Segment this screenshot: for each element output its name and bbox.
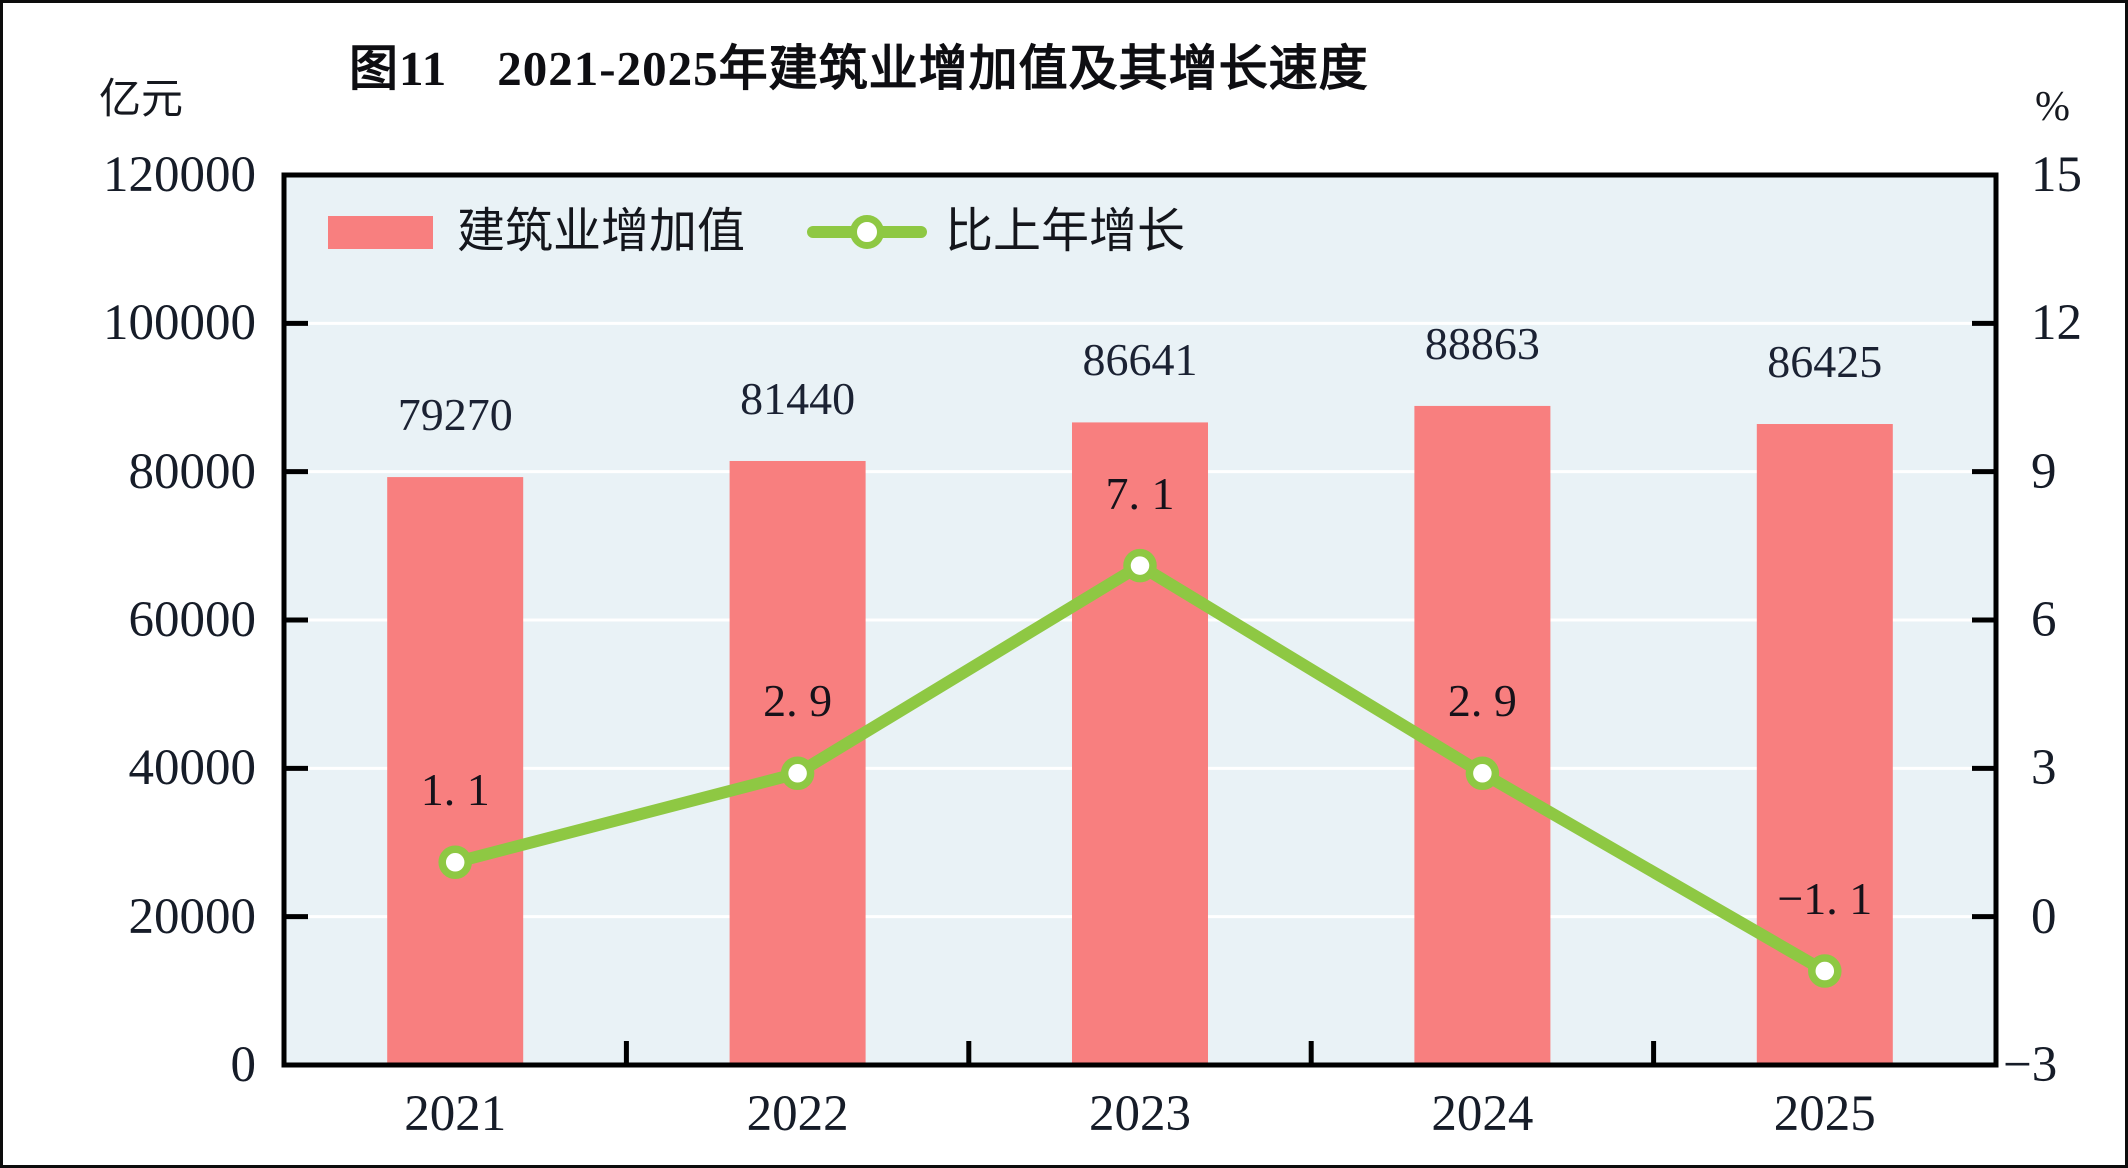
x-axis-label: 2025 xyxy=(1773,1086,1876,1142)
line-marker-2023 xyxy=(1123,548,1157,583)
right-axis-tick-label: 0 xyxy=(2031,888,2057,945)
left-axis-tick-label: 20000 xyxy=(128,888,257,945)
line-value-label: 2. 9 xyxy=(763,675,833,727)
legend-line-marker-icon xyxy=(850,215,885,249)
x-axis-label: 2024 xyxy=(1431,1086,1534,1142)
legend-bar-swatch xyxy=(328,215,433,249)
bar-value-label: 86425 xyxy=(1767,336,1883,387)
right-axis-tick-label: 9 xyxy=(2031,443,2057,500)
legend-bar-label: 建筑业增加值 xyxy=(457,205,746,258)
right-axis-tick-label: 6 xyxy=(2031,592,2057,648)
legend-line-sample xyxy=(807,215,928,249)
line-value-label: 1. 1 xyxy=(420,764,490,816)
legend: 建筑业增加值 比上年增长 xyxy=(328,206,1185,258)
line-value-label: −1. 1 xyxy=(1777,873,1873,925)
right-axis-tick-label: −3 xyxy=(2003,1037,2058,1093)
left-axis-tick-label: 100000 xyxy=(103,295,256,352)
x-axis-label: 2021 xyxy=(404,1086,507,1142)
left-axis-tick-label: 120000 xyxy=(103,147,256,203)
bar-2024 xyxy=(1414,405,1551,1065)
left-axis-tick-label: 60000 xyxy=(128,592,257,648)
right-axis-unit-label: % xyxy=(2035,84,2070,130)
line-value-label: 2. 9 xyxy=(1447,675,1517,727)
bar-2023 xyxy=(1072,422,1208,1065)
right-axis-tick-label: 12 xyxy=(2031,295,2082,352)
line-marker-2025 xyxy=(1808,954,1842,988)
bar-value-label: 79270 xyxy=(397,389,513,441)
bar-2021 xyxy=(387,477,524,1066)
line-marker-2024 xyxy=(1465,756,1500,791)
bar-value-label: 81440 xyxy=(740,372,856,424)
chart-title: 图11 2021-2025年建筑业增加值及其增长速度 xyxy=(349,41,1369,96)
line-value-label: 7. 1 xyxy=(1105,467,1175,519)
x-axis-label: 2023 xyxy=(1089,1086,1191,1142)
left-axis-tick-label: 0 xyxy=(230,1037,257,1093)
bar-value-label: 88863 xyxy=(1424,317,1540,369)
bar-value-label: 86641 xyxy=(1082,334,1198,386)
plot-border xyxy=(281,172,1999,1068)
right-axis-tick-label: 3 xyxy=(2031,740,2057,797)
x-axis-label: 2022 xyxy=(746,1086,849,1142)
left-axis-tick-label: 40000 xyxy=(128,740,257,797)
left-axis-unit-label: 亿元 xyxy=(98,77,183,123)
plot-area xyxy=(281,172,1999,1068)
left-axis-tick-label: 80000 xyxy=(128,443,257,500)
line-marker-2021 xyxy=(438,845,472,880)
right-axis-tick-label: 15 xyxy=(2031,147,2082,203)
line-marker-2022 xyxy=(780,756,815,791)
legend-line-label: 比上年增长 xyxy=(945,205,1186,258)
